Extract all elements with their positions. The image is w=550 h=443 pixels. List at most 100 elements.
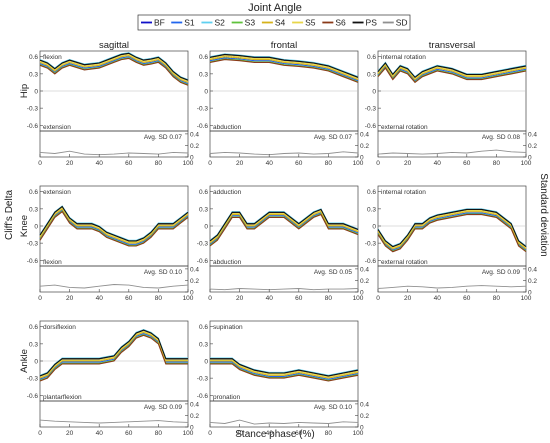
legend-label-s4: S4 xyxy=(275,18,286,28)
series-line-s5 xyxy=(39,330,188,378)
sd-tick-label: 0.2 xyxy=(360,143,369,150)
sd-line xyxy=(39,150,189,156)
sd-tick-label: 0.4 xyxy=(190,131,199,138)
legend: BF S1 S2 S3 S4 S5 S6 PS SD xyxy=(137,14,411,31)
delta-tick-label: 0.6 xyxy=(367,189,376,196)
sd-tick-label: 0.4 xyxy=(360,131,369,138)
column-title-sagittal: sagittal xyxy=(99,40,129,51)
sd-axes xyxy=(209,265,359,293)
sd-tick-label: 0.2 xyxy=(190,278,199,285)
x-tick-label: 0 xyxy=(38,295,42,302)
series-line-s3 xyxy=(209,213,359,246)
series-line-s6 xyxy=(209,213,359,247)
sd-axes xyxy=(39,130,189,158)
delta-tick-label: -0.6 xyxy=(27,123,39,130)
legend-label-s3: S3 xyxy=(245,18,256,28)
delta-tick-label: 0.3 xyxy=(199,206,208,213)
delta-tick-label: -0.3 xyxy=(27,106,39,113)
column-title-frontal: frontal xyxy=(271,40,297,51)
legend-box xyxy=(137,14,411,31)
sd-line xyxy=(209,288,359,291)
x-tick-label: 60 xyxy=(463,160,471,167)
direction-label-bottom: extension xyxy=(43,124,71,131)
avg-sd-label: Avg. SD 0.08 xyxy=(482,134,521,141)
series-line-s5 xyxy=(210,359,359,378)
direction-label-top: internal rotation xyxy=(381,54,426,61)
x-tick-label: 100 xyxy=(183,160,194,167)
sd-axes xyxy=(209,130,359,158)
series-line-ps xyxy=(209,53,359,78)
left-axis-label: Cliff's Delta xyxy=(4,190,15,241)
avg-sd-label: Avg. SD 0.09 xyxy=(482,269,521,276)
sd-tick-label: 0 xyxy=(360,425,364,432)
x-axis-label: Stance phase (%) xyxy=(235,429,315,440)
delta-tick-label: -0.6 xyxy=(197,258,209,265)
x-tick-label: 60 xyxy=(463,295,471,302)
delta-tick-label: 0.6 xyxy=(29,54,38,61)
series-line-s4 xyxy=(209,56,359,81)
series-line-s1 xyxy=(209,57,359,82)
x-tick-label: 60 xyxy=(125,295,133,302)
delta-tick-label: 0 xyxy=(204,359,208,366)
series-line-s6 xyxy=(377,214,527,253)
x-tick-label: 100 xyxy=(353,295,364,302)
delta-tick-label: 0.3 xyxy=(199,71,208,78)
x-tick-label: 40 xyxy=(266,430,274,437)
delta-tick-label: -0.6 xyxy=(27,393,39,400)
panel-knee-sagittal: 0.6 0.3 0 -0.3 -0.6 extension flexion 0.4 0.2 0 Av… xyxy=(27,185,199,302)
x-tick-label: 40 xyxy=(96,295,104,302)
series-line-s4 xyxy=(39,55,189,83)
x-tick-label: 20 xyxy=(236,295,244,302)
legend-label-ps: PS xyxy=(366,18,378,28)
series-line-s5 xyxy=(39,53,189,82)
series-line-s1 xyxy=(377,212,527,251)
avg-sd-label: Avg. SD 0.07 xyxy=(144,134,183,141)
x-tick-label: 100 xyxy=(353,430,364,437)
x-tick-label: 60 xyxy=(125,160,133,167)
sd-tick-label: 0 xyxy=(190,290,194,297)
series-line-s5 xyxy=(209,209,359,243)
x-tick-label: 100 xyxy=(353,160,364,167)
delta-tick-label: 0.3 xyxy=(29,341,38,348)
delta-tick-label: -0.6 xyxy=(197,393,209,400)
direction-label-bottom: flexion xyxy=(43,259,62,266)
x-tick-label: 0 xyxy=(208,295,212,302)
series-line-s6 xyxy=(209,59,359,83)
sd-axes xyxy=(377,130,527,158)
series-line-s1 xyxy=(39,333,188,380)
delta-tick-label: -0.3 xyxy=(27,241,39,248)
x-tick-label: 80 xyxy=(493,295,501,302)
delta-tick-label: -0.6 xyxy=(365,123,377,130)
series-line-s5 xyxy=(39,206,189,243)
sd-tick-label: 0.2 xyxy=(360,413,369,420)
column-title-transversal: transversal xyxy=(429,40,475,51)
series-line-s6 xyxy=(39,210,189,247)
panel-ankle-sagittal: 0.6 0.3 0 -0.3 -0.6 dorsiflexion plantarflexio… xyxy=(27,320,199,437)
series-line-s5 xyxy=(377,63,527,80)
series-line-s5 xyxy=(209,55,359,79)
series-line-ps xyxy=(39,205,189,242)
x-tick-label: 20 xyxy=(404,295,412,302)
sd-tick-label: 0 xyxy=(528,290,532,297)
sd-tick-label: 0.4 xyxy=(360,401,369,408)
sd-line xyxy=(209,419,359,425)
legend-label-s1: S1 xyxy=(184,18,195,28)
sd-tick-label: 0 xyxy=(360,290,364,297)
row-label-ankle: Ankle xyxy=(19,349,30,373)
x-tick-label: 0 xyxy=(208,160,212,167)
x-tick-label: 80 xyxy=(325,295,333,302)
delta-tick-label: 0.3 xyxy=(367,206,376,213)
series-line-s4 xyxy=(210,360,359,379)
x-tick-label: 20 xyxy=(236,430,244,437)
delta-tick-label: 0.3 xyxy=(199,341,208,348)
right-axis-label: Standard deviation xyxy=(538,173,549,256)
panel-hip-frontal: 0.6 0.3 0 -0.3 -0.6 adduction abduction 0.4 0.2 0… xyxy=(197,50,369,167)
series-line-s6 xyxy=(39,57,189,86)
legend-label-bf: BF xyxy=(154,18,165,28)
sd-tick-label: 0.4 xyxy=(360,266,369,273)
x-tick-label: 100 xyxy=(183,295,194,302)
x-tick-label: 0 xyxy=(376,295,380,302)
series-line-ps xyxy=(210,358,359,377)
sd-tick-label: 0.4 xyxy=(190,401,199,408)
